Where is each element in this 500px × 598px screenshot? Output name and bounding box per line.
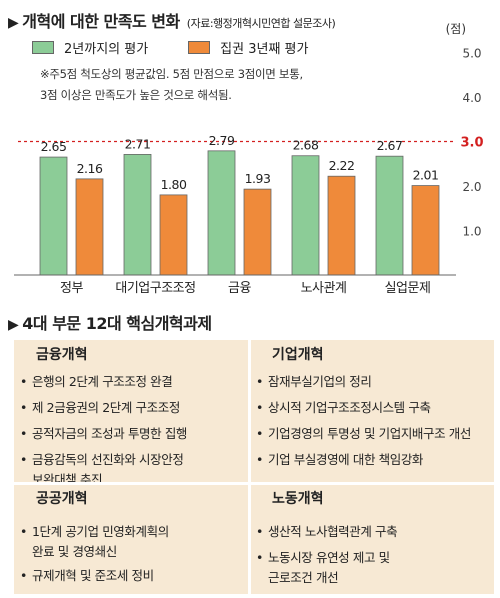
bullet-icon: • [20,452,27,467]
panel-title: 노동개혁 [272,491,324,507]
category-label: 정부 [60,281,83,296]
y-tick-label: 4.0 [462,91,481,105]
data-label: 1.93 [245,171,271,186]
bar [375,155,404,276]
bullet-icon: • [256,452,263,467]
category-label: 실업문제 [385,281,431,296]
bar [291,155,320,276]
bullet-icon: • [20,374,27,389]
bar [123,154,152,276]
legend: 2년까지의 평가 집권 3년째 평가 [32,38,308,57]
chart-source: (자료:행정개혁시민연합 설문조사) [186,17,336,30]
y-tick-label: 1.0 [462,225,481,239]
legend-swatch-green [32,41,54,54]
bar [207,150,236,276]
bar-chart: 5.0 4.0 3.0 2.0 1.0 2.65 2.16 정부 2.71 1.80 대기업구조조정… [14,47,484,296]
bullet-icon: • [256,550,263,565]
data-label: 2.71 [125,136,151,151]
bullet-icon: • [20,400,27,415]
panel-labor: 노동개혁 • 생산적 노사협력관계 구축 • 노동시장 유연성 제고 및 근로조건 … [250,484,494,594]
note-line-2: 3점 이상은 만족도가 높은 것으로 해석됨. [40,88,232,102]
legend-item-green: 2년까지의 평가 [32,38,148,57]
chart-note: ※주5점 척도상의 평균값임. 5점 만점으로 3점이면 보통, 3점 이상은 … [40,64,303,106]
data-label: 2.01 [413,168,439,183]
panel-title: 기업개혁 [272,347,324,363]
chart-heading: ▶ 개혁에 대한 만족도 변화 (자료:행정개혁시민연합 설문조사) [8,8,336,32]
data-label: 2.68 [293,138,319,153]
legend-label-orange: 집권 3년째 평가 [220,42,309,57]
triangle-icon: ▶ [8,15,19,31]
unit-label: (점) [445,22,466,36]
data-label: 2.16 [77,161,103,176]
bullet-icon: • [256,524,263,539]
legend-swatch-orange [188,41,211,54]
panel-title: 공공개혁 [36,491,88,507]
panel-finance: 금융개혁 • 은행의 2단계 구조조정 완결 • 제 2금융권의 2단계 구조조정 … [14,340,250,487]
data-label: 2.79 [209,133,235,148]
panel-title: 금융개혁 [36,347,88,363]
bullet-icon: • [20,426,27,441]
category-label: 노사관계 [301,281,347,296]
legend-item-orange: 집권 3년째 평가 [188,38,308,57]
panel-corporate: 기업개혁 • 잠재부실기업의 정리 • 상시적 기업구조조정시스템 구축 • 기업경영… [250,340,494,484]
category-label: 대기업구조조정 [115,281,195,296]
data-label: 1.80 [161,177,187,192]
data-label: 2.67 [377,138,403,153]
bar [39,156,68,276]
bar [411,185,440,276]
bar [159,194,188,276]
data-label: 2.22 [329,158,355,173]
bullet-icon: • [20,568,27,583]
panel-divider-vertical [248,340,251,594]
bullet-icon: • [256,400,263,415]
section2-heading: ▶ 4대 부문 12대 핵심개혁과제 [8,310,212,334]
panel-divider-horizontal [14,482,494,485]
bar [243,188,272,276]
category-label: 금융 [228,281,251,296]
y-tick-label: 2.0 [462,180,481,194]
bar [75,178,104,276]
note-line-1: ※주5점 척도상의 평균값임. 5점 만점으로 3점이면 보통, [40,67,303,81]
legend-label-green: 2년까지의 평가 [64,42,149,57]
bullet-icon: • [256,374,263,389]
y-tick-label: 3.0 [460,136,483,151]
section2-title: 4대 부문 12대 핵심개혁과제 [22,314,212,333]
panel-public: 공공개혁 • 1단계 공기업 민영화계획의 완료 및 경영쇄신 • 규제개혁 및 준… [14,484,250,594]
y-tick-label: 5.0 [462,47,481,61]
bullet-icon: • [20,524,27,539]
bar [327,175,356,276]
chart-title: 개혁에 대한 만족도 변화 [22,12,180,31]
data-label: 2.65 [41,139,67,154]
bullet-icon: • [256,426,263,441]
triangle-icon: ▶ [8,317,19,333]
